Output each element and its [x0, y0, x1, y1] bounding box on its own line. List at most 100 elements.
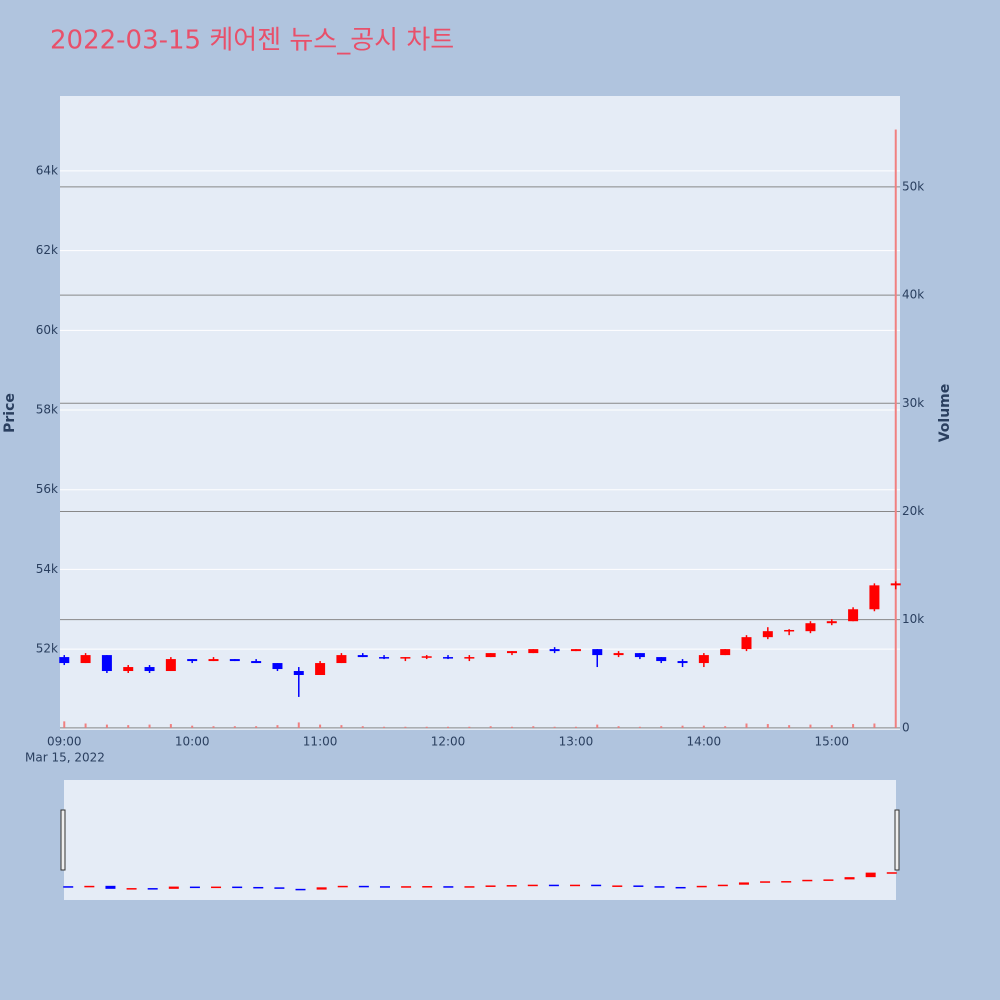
mini-candle	[844, 877, 855, 880]
volume-bar	[255, 726, 258, 728]
mini-candle	[612, 885, 623, 887]
volume-bar	[788, 725, 791, 728]
mini-candle	[696, 885, 707, 888]
volume-bar	[297, 722, 300, 728]
volume-bar	[660, 726, 663, 728]
volume-bar	[702, 725, 705, 728]
candle-body	[485, 653, 496, 658]
mini-candle	[760, 881, 771, 883]
volume-bar	[148, 724, 151, 728]
y2-tick-label: 50k	[902, 179, 924, 193]
mini-candle	[337, 885, 348, 888]
mini-candle	[654, 886, 665, 888]
candle-body	[592, 649, 603, 656]
mini-candle	[485, 885, 496, 887]
volume-bar	[553, 726, 556, 728]
volume-bar	[191, 725, 194, 728]
candle-body	[59, 657, 70, 664]
mini-candle	[865, 872, 876, 878]
y2-tick-label: 10k	[902, 612, 924, 626]
y2-tick-label: 20k	[902, 504, 924, 518]
y2-tick-label: 0	[902, 720, 910, 734]
mini-candle	[168, 886, 179, 889]
y-tick-label: 54k	[36, 562, 58, 576]
mini-candle	[189, 886, 200, 889]
volume-bar	[425, 726, 428, 728]
range-handle-left[interactable]	[60, 809, 66, 871]
candle-body	[101, 655, 112, 672]
candle-body	[890, 583, 901, 586]
candle-body	[187, 659, 198, 662]
candle-body	[848, 609, 859, 622]
candle-body	[80, 655, 91, 664]
volume-bar	[596, 724, 599, 728]
candle-body	[528, 649, 539, 654]
x-tick-label: 11:00	[303, 735, 338, 749]
volume-bar	[233, 726, 236, 728]
volume-bar	[809, 724, 812, 728]
y-tick-label: 60k	[36, 323, 58, 337]
candle-body	[762, 631, 773, 638]
volume-bar	[489, 726, 492, 728]
x-tick-label: 10:00	[175, 735, 210, 749]
mini-candle	[211, 886, 222, 889]
mini-candle	[105, 885, 116, 889]
candle-body	[805, 623, 816, 632]
candle-body	[677, 661, 688, 664]
y-axis-title: Price	[2, 393, 18, 433]
mini-candle	[781, 881, 792, 883]
range-slider[interactable]	[64, 780, 896, 900]
mini-candle	[570, 884, 581, 887]
candle-body	[464, 657, 475, 659]
y2-tick-label: 40k	[902, 288, 924, 302]
mini-candle	[527, 884, 538, 887]
candle-body	[123, 667, 134, 672]
candle-body	[315, 663, 326, 676]
candle-body	[379, 657, 390, 659]
x-tick-label: 13:00	[559, 735, 594, 749]
volume-bar	[361, 726, 364, 728]
x-tick-label: 14:00	[687, 735, 722, 749]
range-handle-right[interactable]	[894, 809, 900, 871]
plot-area	[60, 96, 900, 730]
mini-candle	[506, 885, 517, 887]
y-tick-label: 62k	[36, 243, 58, 257]
volume-bar	[681, 725, 684, 728]
mini-candle	[633, 885, 644, 887]
candle-body	[570, 649, 581, 652]
mini-candle	[443, 886, 454, 888]
mini-candle	[358, 885, 369, 888]
volume-bar	[724, 726, 727, 728]
mini-candle	[147, 888, 158, 890]
candle-body	[400, 657, 411, 659]
volume-bar	[532, 726, 535, 728]
volume-bar	[766, 724, 769, 728]
volume-bar	[340, 725, 343, 728]
mini-candle	[464, 886, 475, 888]
x-date-label: Mar 15, 2022	[25, 751, 105, 765]
mini-candle	[717, 884, 728, 887]
volume-bar	[447, 726, 450, 728]
candle-body	[443, 657, 454, 659]
volume-bar	[84, 723, 87, 728]
candle-body	[293, 671, 304, 676]
y-tick-label: 52k	[36, 642, 58, 656]
mini-candle	[886, 872, 897, 874]
x-tick-label: 15:00	[814, 735, 849, 749]
mini-candle	[253, 886, 264, 889]
candle-body	[208, 659, 219, 662]
chart-title: 2022-03-15 케어젠 뉴스_공시 차트	[50, 26, 454, 56]
y-tick-label: 56k	[36, 482, 58, 496]
mini-candle	[548, 884, 559, 887]
candle-body	[549, 649, 560, 652]
mini-candle	[591, 884, 602, 887]
mini-candle	[738, 882, 749, 885]
volume-bar	[894, 129, 897, 728]
volume-bar	[404, 726, 407, 728]
mini-candle	[274, 887, 285, 889]
candle-body	[826, 621, 837, 624]
volume-bar	[212, 726, 215, 728]
candle-body	[336, 655, 347, 664]
candle-body	[272, 663, 283, 670]
